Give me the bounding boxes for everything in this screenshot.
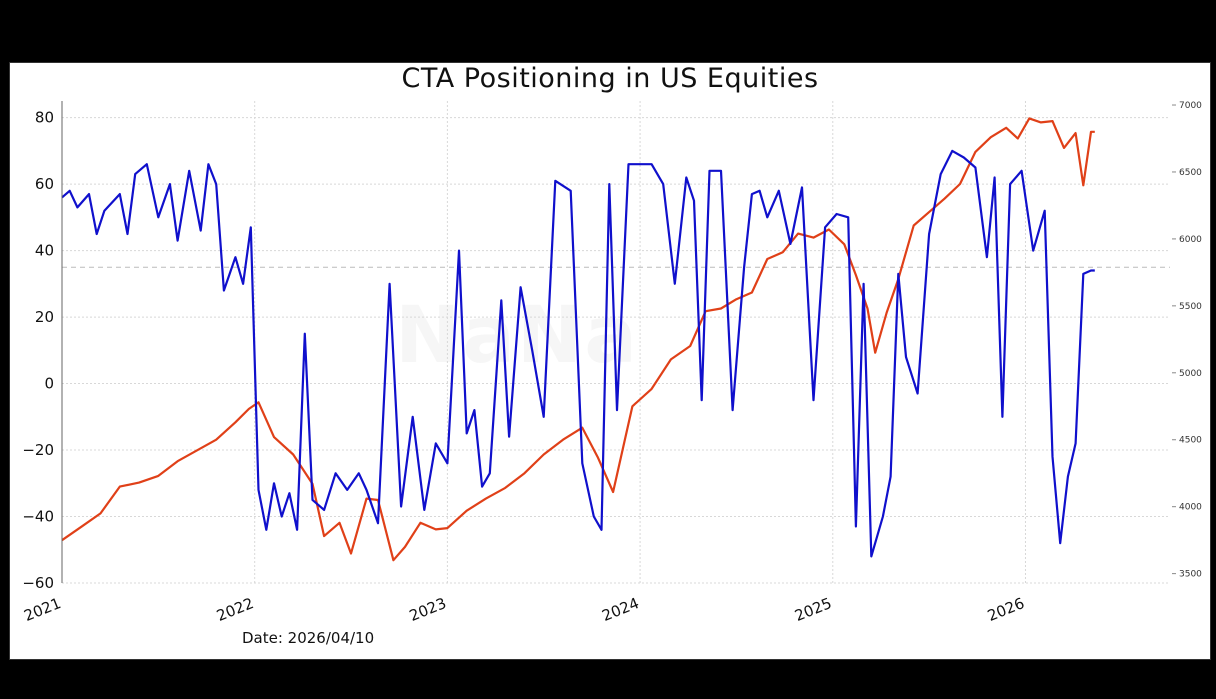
y-right-tick-label: 4000 [1179, 503, 1202, 513]
y-left-tick-label: 0 [44, 375, 54, 393]
x-tick-label: 2023 [407, 594, 449, 625]
y-left-tick-label: 60 [35, 175, 54, 193]
x-tick-label: 2026 [985, 594, 1027, 625]
x-tick-label: 2024 [599, 594, 641, 625]
y-left-tick-label: 20 [35, 308, 54, 326]
chart-frame: CTA Positioning in US Equities NaNa 8060… [9, 62, 1211, 660]
chart-title: CTA Positioning in US Equities [401, 63, 819, 94]
y-left-tick-label: −40 [22, 508, 54, 526]
y-right-tick-label: 7000 [1179, 101, 1202, 111]
x-tick-label: 2022 [214, 594, 256, 625]
y-right-tick-label: 4500 [1179, 436, 1202, 446]
date-annotation: Date: 2026/04/10 [242, 629, 375, 647]
y-right-tick-label: 5000 [1179, 369, 1202, 379]
y-left-tick-label: 40 [35, 242, 54, 260]
x-tick-label: 2025 [792, 594, 834, 625]
y-right-tick-label: 3500 [1179, 570, 1202, 580]
series-layer [61, 117, 1095, 562]
chart-svg: 80 60 40 20 0 −20 −40 −60 7000 6500 6000 5500 5000 45… [21, 101, 1202, 625]
y-left-tick-label: 80 [35, 109, 54, 127]
y-left-tick-label: −60 [22, 574, 54, 592]
y-left-tick-label: −20 [22, 441, 54, 459]
x-tick-label: 2021 [21, 594, 63, 625]
y-right-tick-label: 5500 [1179, 302, 1202, 312]
series-line-left [61, 149, 1095, 558]
y-right-tick-label: 6000 [1179, 235, 1202, 245]
y-right-tick-label: 6500 [1179, 168, 1202, 178]
